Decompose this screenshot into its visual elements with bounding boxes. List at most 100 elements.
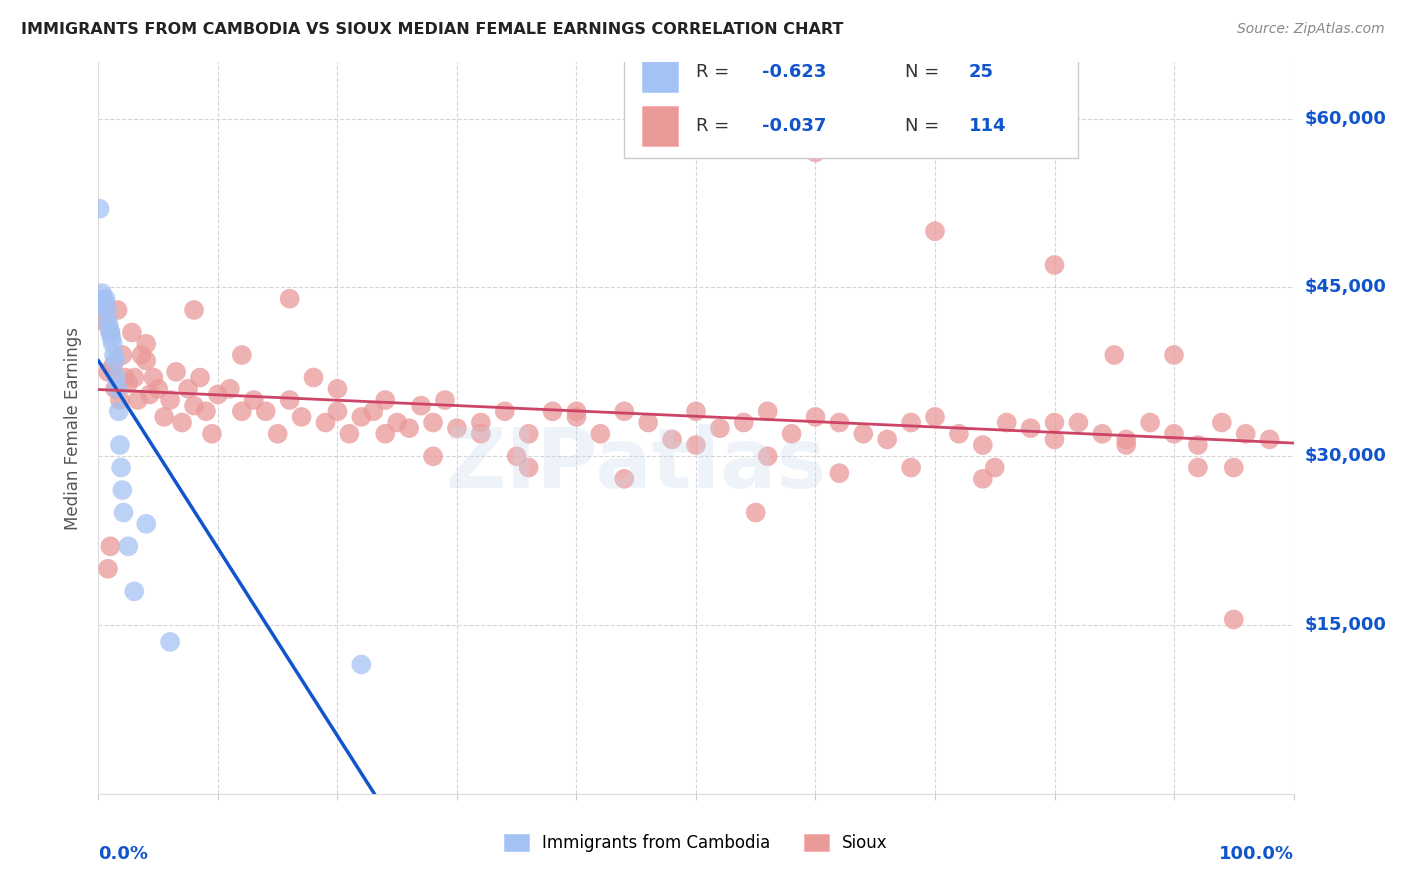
Point xyxy=(291,409,314,424)
Point xyxy=(828,416,851,430)
Point xyxy=(339,426,361,441)
Point xyxy=(188,370,211,384)
Point xyxy=(1139,416,1161,430)
Point xyxy=(984,460,1007,475)
Text: $60,000: $60,000 xyxy=(1305,110,1386,128)
Point xyxy=(1187,460,1209,475)
Text: 0.0%: 0.0% xyxy=(98,845,149,863)
Point xyxy=(131,348,153,362)
Point xyxy=(135,336,157,351)
Point xyxy=(1043,416,1066,430)
Point xyxy=(98,326,122,340)
Point xyxy=(506,450,529,464)
Point xyxy=(121,326,143,340)
Point xyxy=(135,353,157,368)
Point xyxy=(219,382,242,396)
Point xyxy=(350,409,373,424)
Point xyxy=(363,404,385,418)
Point xyxy=(117,539,139,553)
Text: R =: R = xyxy=(696,63,735,81)
Point xyxy=(1163,426,1185,441)
Point xyxy=(745,506,768,520)
Point xyxy=(124,370,146,384)
Point xyxy=(1115,433,1137,447)
Point xyxy=(852,426,875,441)
Point xyxy=(98,326,122,340)
Point xyxy=(231,404,253,418)
Point xyxy=(1019,421,1042,435)
Point xyxy=(278,292,301,306)
Point xyxy=(422,450,444,464)
Text: R =: R = xyxy=(696,117,735,135)
Point xyxy=(97,314,120,328)
Point xyxy=(195,404,218,418)
Text: N =: N = xyxy=(905,63,945,81)
Point xyxy=(91,286,114,301)
Point xyxy=(165,365,187,379)
Point xyxy=(93,297,115,311)
Point xyxy=(494,404,516,418)
Point xyxy=(470,426,492,441)
Point xyxy=(1091,426,1114,441)
Point xyxy=(139,387,162,401)
Point xyxy=(326,404,349,418)
Point xyxy=(159,635,181,649)
Point xyxy=(385,416,409,430)
Point xyxy=(661,433,683,447)
Point xyxy=(326,382,349,396)
Point xyxy=(350,657,373,672)
Point xyxy=(183,399,205,413)
Point xyxy=(374,392,396,407)
Point xyxy=(565,409,588,424)
Point xyxy=(517,460,540,475)
Point xyxy=(231,348,253,362)
Point xyxy=(177,382,200,396)
Point xyxy=(148,382,170,396)
Point xyxy=(804,409,827,424)
Point xyxy=(103,348,125,362)
Point xyxy=(1258,433,1281,447)
Point xyxy=(107,404,129,418)
Legend: Immigrants from Cambodia, Sioux: Immigrants from Cambodia, Sioux xyxy=(498,827,894,859)
Text: IMMIGRANTS FROM CAMBODIA VS SIOUX MEDIAN FEMALE EARNINGS CORRELATION CHART: IMMIGRANTS FROM CAMBODIA VS SIOUX MEDIAN… xyxy=(21,22,844,37)
Point xyxy=(972,438,994,452)
Point xyxy=(828,466,851,480)
Point xyxy=(94,297,117,311)
Text: 25: 25 xyxy=(969,63,994,81)
Text: N =: N = xyxy=(905,117,945,135)
Point xyxy=(105,370,128,384)
Point xyxy=(89,202,111,216)
Text: -0.623: -0.623 xyxy=(762,63,827,81)
Point xyxy=(1223,612,1246,626)
Point xyxy=(101,336,124,351)
Point xyxy=(107,303,129,318)
Point xyxy=(117,376,139,391)
Point xyxy=(104,382,127,396)
Point xyxy=(127,392,149,407)
Point xyxy=(207,387,229,401)
Point xyxy=(685,438,707,452)
Bar xyxy=(643,106,678,146)
Point xyxy=(254,404,277,418)
Point xyxy=(613,404,636,418)
Point xyxy=(94,292,117,306)
Y-axis label: Median Female Earnings: Median Female Earnings xyxy=(65,326,83,530)
Point xyxy=(1067,416,1090,430)
Point xyxy=(183,303,205,318)
Point xyxy=(756,450,779,464)
Text: $30,000: $30,000 xyxy=(1305,447,1386,466)
Point xyxy=(100,331,122,345)
Point xyxy=(201,426,224,441)
Point xyxy=(780,426,803,441)
Point xyxy=(541,404,564,418)
Point xyxy=(159,392,181,407)
Point xyxy=(517,426,540,441)
Point xyxy=(876,433,898,447)
Point xyxy=(91,292,114,306)
Point xyxy=(995,416,1018,430)
Point xyxy=(900,460,922,475)
Text: $15,000: $15,000 xyxy=(1305,616,1386,634)
Point xyxy=(108,438,131,452)
Point xyxy=(142,370,165,384)
Point xyxy=(733,416,755,430)
